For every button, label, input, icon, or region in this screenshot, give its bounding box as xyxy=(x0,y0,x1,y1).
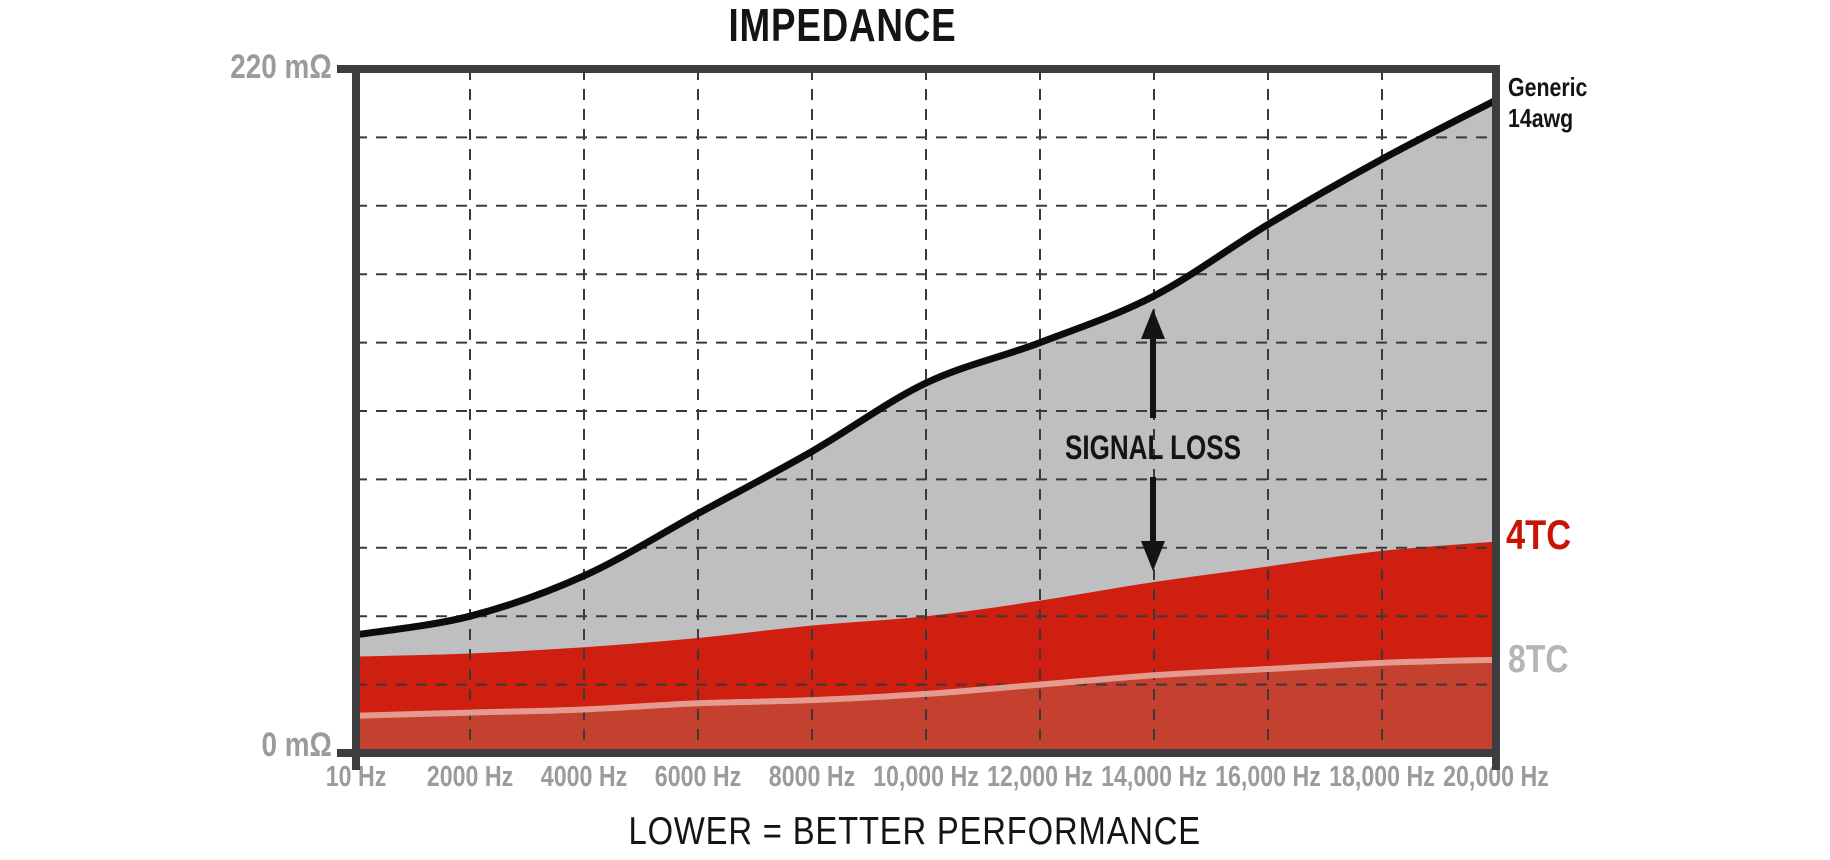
axis-tick xyxy=(352,757,360,770)
impedance-chart: SIGNAL LOSS xyxy=(355,69,1498,753)
caption: LOWER = BETTER PERFORMANCE xyxy=(0,810,1830,854)
caption-text: LOWER = BETTER PERFORMANCE xyxy=(628,810,1202,853)
axis-tick xyxy=(337,65,352,73)
legend-generic-14awg: Generic 14awg xyxy=(1508,72,1588,133)
legend-8tc: 8TC xyxy=(1508,638,1569,681)
arrow-up-head-icon xyxy=(1141,309,1165,339)
x-tick-label: 12,000 Hz xyxy=(987,761,1093,793)
y-axis-label-min: 0 mΩ xyxy=(261,726,332,764)
8tc-area xyxy=(356,659,1496,753)
series-lines xyxy=(355,96,1498,719)
signal-loss-label: SIGNAL LOSS xyxy=(1065,429,1241,467)
x-tick-label: 4000 Hz xyxy=(540,761,628,793)
axis-tick xyxy=(337,749,352,757)
gridlines xyxy=(356,69,1496,753)
x-tick-label: 6000 Hz xyxy=(654,761,742,793)
legend-4tc: 4TC xyxy=(1506,511,1572,558)
x-tick-label: 8000 Hz xyxy=(768,761,856,793)
y-axis-label-max: 220 mΩ xyxy=(230,48,332,86)
8tc-line xyxy=(355,656,1497,719)
chart-title: IMPEDANCE xyxy=(0,0,1686,52)
x-tick-label: 16,000 Hz xyxy=(1215,761,1321,793)
generic-14awg-line xyxy=(355,96,1498,639)
x-tick-label: 10,000 Hz xyxy=(873,761,979,793)
x-tick-label: 2000 Hz xyxy=(426,761,514,793)
x-tick-label: 14,000 Hz xyxy=(1101,761,1207,793)
plot-frame xyxy=(352,65,1500,757)
signal-loss-annotation: SIGNAL LOSS xyxy=(1065,309,1241,571)
axis-tick xyxy=(1492,757,1500,770)
x-tick-label: 18,000 Hz xyxy=(1329,761,1435,793)
arrow-down-head-icon xyxy=(1141,541,1165,571)
chart-title-text: IMPEDANCE xyxy=(728,0,958,51)
